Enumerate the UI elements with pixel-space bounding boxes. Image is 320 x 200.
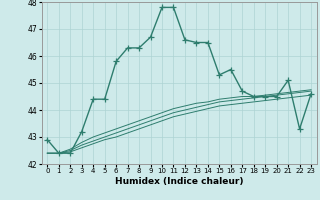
X-axis label: Humidex (Indice chaleur): Humidex (Indice chaleur) bbox=[115, 177, 244, 186]
